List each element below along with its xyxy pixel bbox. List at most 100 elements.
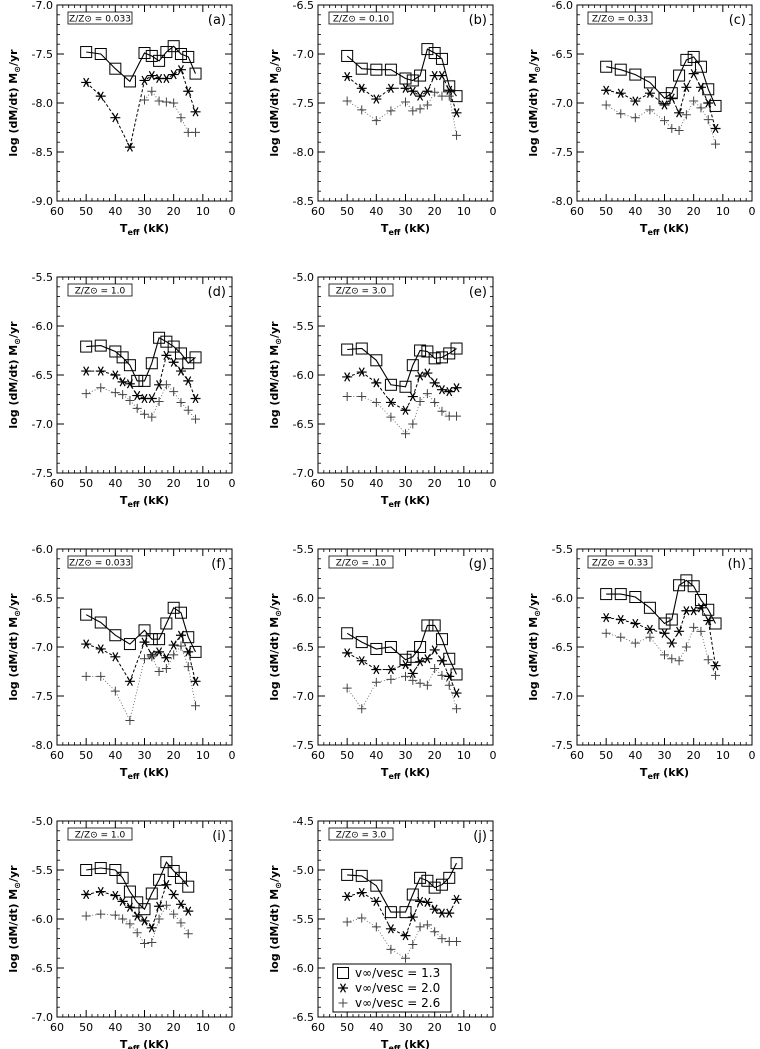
square-marker xyxy=(355,342,368,355)
plus-marker xyxy=(386,944,396,954)
square-marker xyxy=(658,617,671,630)
square-marker xyxy=(123,75,136,88)
plus-marker xyxy=(191,127,201,137)
plot-panel: 60 50 40 30 20 10 0 -5.0 -5.5 -6.0 -6.5 -7.0 Teff (k… xyxy=(7,815,236,1049)
square-marker xyxy=(167,601,180,614)
y-tick-label: -6.0 xyxy=(552,0,573,12)
asterisk-marker xyxy=(436,656,447,666)
series-line xyxy=(346,667,457,710)
y-axis-label: log (dM/dt) M⊙/yr xyxy=(7,593,22,701)
y-tick-label: -5.5 xyxy=(293,543,314,556)
plot-panel: 60 50 40 30 20 10 0 -6.5 -7.0 -7.5 -8.0 -8.5 Teff (k… xyxy=(268,0,497,237)
square-marker xyxy=(421,874,434,887)
plus-marker xyxy=(371,677,381,687)
metallicity-box xyxy=(587,555,653,569)
asterisk-marker xyxy=(183,906,194,916)
square-marker xyxy=(182,880,195,893)
x-tick-label: 10 xyxy=(716,205,730,218)
x-axis-label: Teff (kK) xyxy=(381,222,430,237)
x-tick-label: 60 xyxy=(311,749,325,762)
panel-label: (e) xyxy=(469,285,487,300)
y-axis-label: log (dM/dt) M⊙/yr xyxy=(268,865,283,973)
x-tick-label: 20 xyxy=(167,1021,181,1034)
square-marker xyxy=(138,903,151,916)
x-tick-label: 40 xyxy=(369,205,383,218)
metallicity-label: Z/Z⊙ = 1.0 xyxy=(75,831,126,841)
asterisk-marker xyxy=(666,93,677,103)
panel-label: (d) xyxy=(208,285,226,300)
asterisk-marker xyxy=(371,94,382,104)
y-tick-label: -6.5 xyxy=(32,592,53,605)
x-tick-label: 10 xyxy=(457,477,471,490)
y-tick-label: -7.0 xyxy=(293,48,314,61)
x-tick-label: 50 xyxy=(599,205,613,218)
plus-marker xyxy=(169,387,179,397)
plus-marker xyxy=(711,139,721,149)
legend-entry-label: v∞/vesc = 2.0 xyxy=(355,981,440,995)
x-tick-label: 20 xyxy=(428,1021,442,1034)
asterisk-marker xyxy=(422,86,433,96)
series-line xyxy=(86,354,196,399)
square-marker xyxy=(341,868,354,881)
plot-frame xyxy=(56,820,233,1018)
plus-marker xyxy=(430,927,440,937)
asterisk-marker xyxy=(371,664,382,675)
square-marker xyxy=(384,378,397,391)
panel-label: (i) xyxy=(212,829,226,844)
x-tick-label: 0 xyxy=(490,1021,497,1034)
x-tick-label: 30 xyxy=(399,477,413,490)
x-tick-label: 20 xyxy=(428,477,442,490)
asterisk-marker xyxy=(81,77,92,88)
square-marker xyxy=(160,617,173,630)
asterisk-marker xyxy=(444,85,455,95)
asterisk-marker xyxy=(342,372,353,382)
asterisk-marker xyxy=(407,86,418,96)
square-marker xyxy=(414,871,427,884)
plus-marker xyxy=(408,939,418,949)
x-tick-label: 30 xyxy=(658,205,672,218)
asterisk-marker xyxy=(429,645,440,655)
square-marker xyxy=(123,359,136,372)
y-axis-label: log (dM/dt) M⊙/yr xyxy=(527,49,542,157)
asterisk-marker xyxy=(407,391,418,402)
square-marker xyxy=(355,636,368,649)
panel-label: (g) xyxy=(469,557,487,572)
asterisk-marker xyxy=(190,107,201,117)
asterisk-marker xyxy=(674,108,685,118)
y-tick-label: -7.5 xyxy=(552,739,573,752)
asterisk-marker xyxy=(190,676,201,686)
asterisk-marker xyxy=(124,902,135,912)
x-tick-label: 60 xyxy=(311,205,325,218)
x-axis-label: Teff (kK) xyxy=(120,222,169,237)
x-tick-label: 40 xyxy=(108,749,122,762)
series-line xyxy=(144,90,196,133)
asterisk-marker xyxy=(183,86,194,96)
asterisk-marker xyxy=(415,657,426,667)
series-line xyxy=(606,579,716,625)
metallicity-box xyxy=(328,555,394,569)
plus-marker xyxy=(386,412,396,422)
asterisk-marker xyxy=(451,108,462,118)
x-tick-label: 20 xyxy=(687,205,701,218)
square-marker xyxy=(189,351,202,364)
plus-marker xyxy=(161,97,171,107)
series-line xyxy=(347,347,457,388)
plus-marker xyxy=(125,395,135,405)
plus-marker xyxy=(125,716,135,725)
legend-box xyxy=(332,963,452,1013)
square-marker xyxy=(370,354,383,367)
plus-marker xyxy=(681,110,691,120)
x-tick-label: 40 xyxy=(108,205,122,218)
y-axis-label: log (dM/dt) M⊙/yr xyxy=(268,321,283,429)
plus-marker xyxy=(437,670,447,680)
metallicity-box xyxy=(328,827,394,841)
metallicity-label: Z/Z⊙ = 3.0 xyxy=(336,287,387,297)
series-line xyxy=(606,626,716,676)
asterisk-marker xyxy=(124,676,135,686)
series-line xyxy=(86,384,196,420)
square-marker xyxy=(94,339,107,352)
square-marker xyxy=(428,881,441,894)
metallicity-label: Z/Z⊙ = 3.0 xyxy=(336,831,387,841)
y-tick-label: -6.5 xyxy=(293,1011,314,1024)
x-tick-label: 50 xyxy=(599,749,613,762)
